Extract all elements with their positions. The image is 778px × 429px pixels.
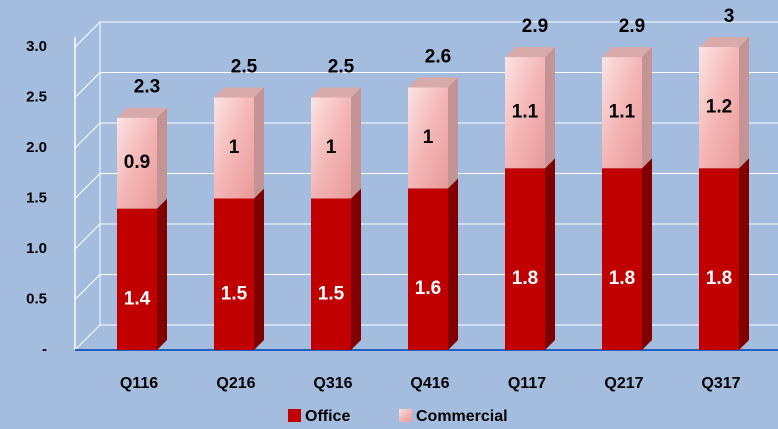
total-label: 2.9 <box>619 16 645 37</box>
x-tick-label: Q216 <box>216 375 255 392</box>
bar <box>505 168 545 350</box>
value-label: 1.6 <box>415 278 441 299</box>
value-label: 1 <box>326 137 337 158</box>
bar-side <box>739 37 749 169</box>
bar <box>602 168 642 350</box>
y-tick-label: 1.5 <box>26 189 47 206</box>
bar-side <box>254 87 264 199</box>
bar-side <box>157 198 167 350</box>
total-label: 2.5 <box>328 57 355 78</box>
total-label: 2.5 <box>231 57 258 78</box>
total-label: 2.3 <box>134 77 160 98</box>
bar-side <box>739 158 749 350</box>
value-label: 1.8 <box>706 268 732 289</box>
y-tick-label: 0.5 <box>26 290 47 307</box>
x-tick-label: Q217 <box>604 375 643 392</box>
bar-side <box>642 47 652 169</box>
legend-label: Office <box>305 408 350 425</box>
legend-label: Commercial <box>416 408 508 425</box>
x-tick-label: Q316 <box>313 375 352 392</box>
value-label: 1 <box>423 127 434 148</box>
bar-side <box>254 188 264 350</box>
bar <box>117 117 157 209</box>
bar-side <box>545 47 555 169</box>
y-tick-label: 1.0 <box>26 240 47 257</box>
total-label: 2.6 <box>425 46 451 67</box>
x-tick-label: Q116 <box>120 375 158 392</box>
value-label: 1.8 <box>512 268 538 289</box>
bar-side <box>642 158 652 350</box>
total-label: 3 <box>724 6 735 27</box>
bar-top <box>408 77 458 88</box>
value-label: 1.2 <box>706 97 732 118</box>
bar <box>214 198 254 350</box>
value-label: 0.9 <box>124 152 150 173</box>
bar-top <box>505 47 555 58</box>
bar <box>117 208 157 350</box>
value-label: 1.1 <box>512 102 539 123</box>
value-label: 1.8 <box>609 268 635 289</box>
value-label: 1.5 <box>221 283 248 304</box>
bar-side <box>448 77 458 189</box>
bar-side <box>448 178 458 350</box>
bar-top <box>699 37 749 47</box>
y-tick-label: 3.0 <box>26 38 47 55</box>
bar-top <box>117 107 167 118</box>
bar <box>408 87 448 189</box>
legend-swatch <box>399 409 412 422</box>
bar <box>602 57 642 169</box>
y-tick-label: - <box>42 341 47 358</box>
legend-swatch <box>288 409 301 422</box>
bar <box>699 47 739 169</box>
bar <box>311 97 351 199</box>
bar <box>408 188 448 350</box>
grid-line <box>74 21 778 48</box>
value-label: 1.4 <box>124 288 151 309</box>
bar-side <box>157 107 167 209</box>
bar-side <box>545 158 555 350</box>
bar-top <box>214 87 264 98</box>
bar <box>505 57 545 169</box>
value-label: 1.1 <box>609 102 636 123</box>
y-tick-label: 2.5 <box>26 88 47 105</box>
bar-top <box>602 47 652 58</box>
total-label: 2.9 <box>522 16 548 37</box>
value-label: 1 <box>229 137 240 158</box>
x-tick-label: Q317 <box>701 375 740 392</box>
y-tick-label: 2.0 <box>26 139 47 156</box>
bar <box>699 168 739 350</box>
bar <box>214 97 254 199</box>
bar-side <box>351 188 361 350</box>
bar <box>311 198 351 350</box>
bar-top <box>311 87 361 98</box>
x-tick-label: Q117 <box>508 375 546 392</box>
x-tick-label: Q416 <box>410 375 449 392</box>
value-label: 1.5 <box>318 283 345 304</box>
bar-side <box>351 87 361 199</box>
